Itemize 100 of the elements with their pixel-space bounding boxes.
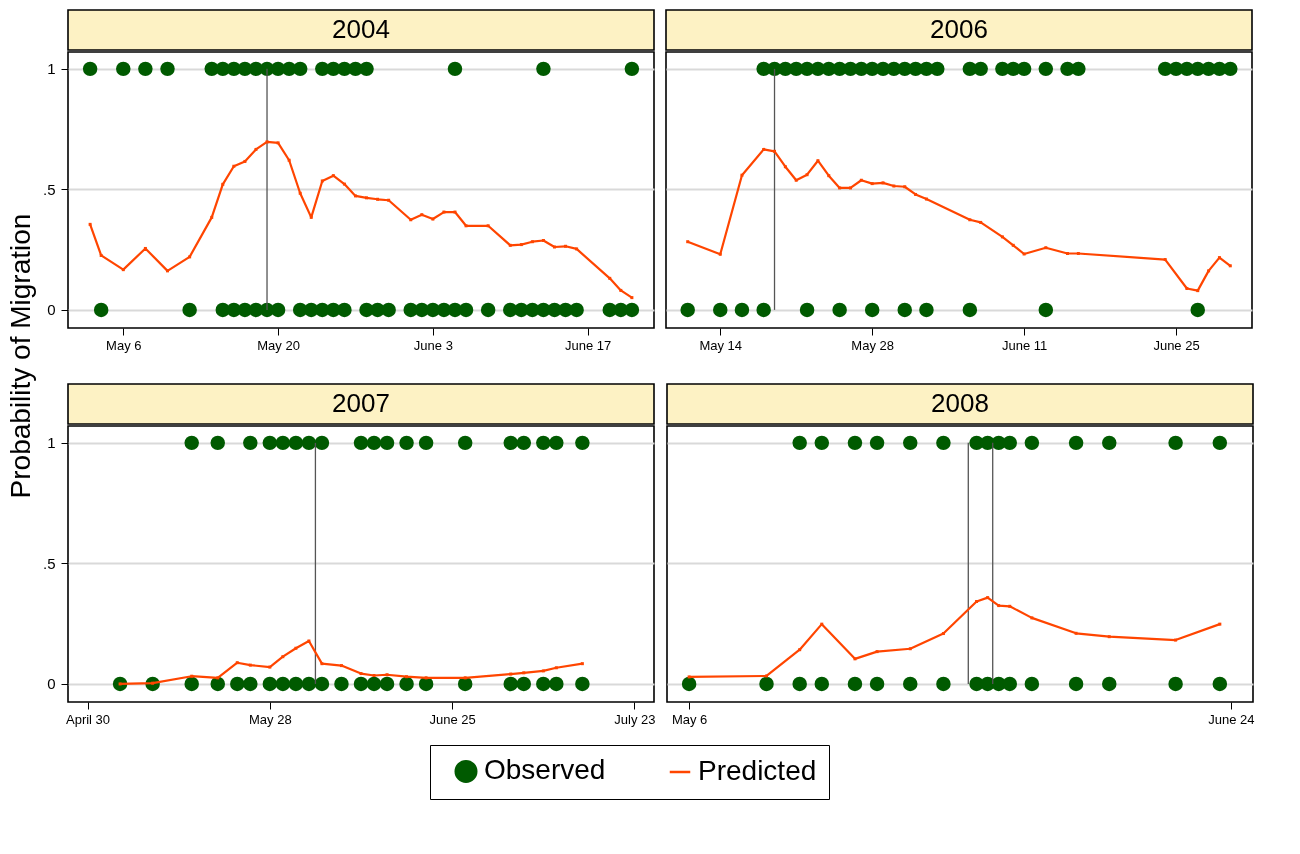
point: [1228, 264, 1232, 268]
point: [549, 435, 564, 451]
point: [503, 435, 518, 451]
point: [463, 676, 467, 680]
point: [353, 676, 369, 692]
point: [287, 158, 291, 162]
point: [1022, 252, 1026, 256]
point: [418, 435, 434, 451]
point: [1016, 61, 1032, 77]
point: [903, 185, 907, 189]
point: [320, 179, 324, 183]
point: [116, 61, 131, 77]
point: [365, 196, 369, 200]
y-tick-label: 0: [47, 301, 56, 319]
point: [1038, 302, 1054, 318]
point: [93, 302, 109, 318]
point: [930, 61, 945, 77]
point: [379, 676, 395, 692]
point: [580, 662, 584, 666]
point: [1212, 435, 1228, 451]
point: [1011, 243, 1015, 247]
point: [1074, 631, 1078, 635]
point: [230, 676, 245, 692]
point: [875, 650, 879, 654]
point: [997, 604, 1001, 608]
point: [892, 184, 896, 188]
point: [442, 210, 446, 214]
point: [848, 186, 852, 190]
x-tick-label: July 23: [614, 711, 656, 727]
chart-title: 2004: [332, 14, 390, 44]
point: [265, 140, 269, 144]
point: [431, 217, 435, 221]
point: [166, 269, 170, 273]
point: [486, 224, 490, 228]
point: [188, 255, 192, 259]
point: [210, 676, 225, 692]
point: [424, 676, 428, 680]
point: [838, 186, 842, 190]
point: [919, 302, 934, 318]
point: [814, 676, 830, 692]
x-tick-label: May 6: [671, 711, 708, 727]
point: [1217, 256, 1221, 260]
point: [243, 435, 258, 451]
point: [1076, 252, 1080, 256]
point: [847, 676, 863, 692]
point: [262, 435, 278, 451]
point: [314, 676, 330, 692]
point: [847, 435, 863, 451]
point: [320, 662, 324, 666]
point: [756, 302, 771, 318]
point: [575, 435, 590, 451]
legend-label: Observed: [484, 754, 606, 786]
y-tick-label: 1: [47, 60, 56, 78]
point: [765, 674, 769, 678]
chart-title: 2006: [930, 14, 988, 44]
point: [903, 676, 918, 692]
point: [536, 61, 551, 77]
point: [1102, 435, 1117, 451]
point: [288, 676, 304, 692]
point: [687, 675, 691, 679]
point: [1185, 286, 1189, 290]
point: [409, 218, 413, 222]
point: [464, 224, 468, 228]
point: [216, 676, 220, 680]
point: [1002, 676, 1017, 692]
x-tick-label: June 25: [429, 711, 476, 727]
point: [734, 302, 750, 318]
point: [331, 174, 335, 178]
point: [881, 181, 885, 185]
point: [314, 435, 330, 451]
point: [962, 302, 978, 318]
point: [288, 435, 304, 451]
point: [82, 61, 98, 77]
point: [243, 159, 247, 163]
point: [914, 192, 918, 196]
point: [281, 655, 285, 659]
point: [792, 676, 807, 692]
point: [1163, 258, 1167, 262]
line-series: [88, 140, 634, 300]
point: [624, 302, 640, 318]
point: [399, 676, 414, 692]
chart-title: 2007: [332, 388, 390, 418]
point: [138, 61, 153, 77]
point: [1071, 61, 1086, 77]
point: [1044, 246, 1048, 250]
point: [509, 672, 513, 676]
point: [275, 676, 291, 692]
point: [541, 669, 545, 673]
point: [420, 213, 424, 217]
x-tick-label: April 30: [65, 711, 111, 727]
point: [366, 676, 382, 692]
point: [160, 61, 175, 77]
point: [869, 676, 885, 692]
point: [307, 639, 311, 643]
point: [387, 198, 391, 202]
point: [418, 676, 434, 692]
point: [516, 435, 532, 451]
point: [298, 191, 302, 195]
legend-label: Predicted: [698, 755, 817, 786]
point: [301, 676, 317, 692]
